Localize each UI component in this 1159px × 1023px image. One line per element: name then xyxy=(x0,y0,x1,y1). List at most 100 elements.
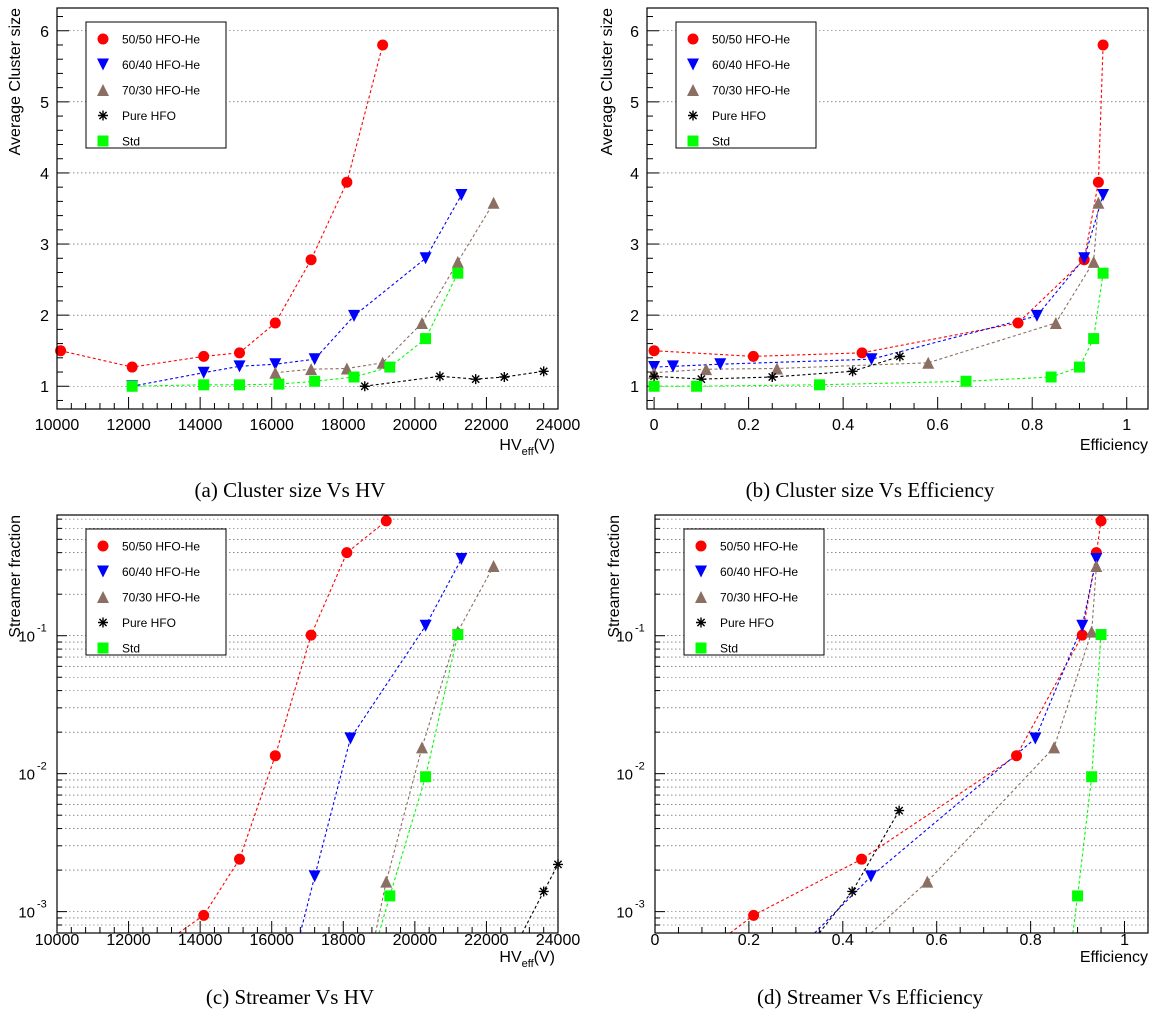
data-point-pure-hfo xyxy=(649,371,660,382)
legend-label: 70/30 HFO-He xyxy=(720,591,798,605)
data-point-50-50-hfo-he xyxy=(55,345,67,357)
y-tick-exponent: -1 xyxy=(635,623,645,635)
data-point-70-30-hfo-he xyxy=(487,560,500,573)
y-tick-exponent: -2 xyxy=(635,761,645,773)
x-tick-label: 18000 xyxy=(321,417,366,434)
data-point-70-30-hfo-he xyxy=(269,366,282,379)
legend-box xyxy=(85,528,227,656)
caption-a: (a) Cluster size Vs HV xyxy=(194,478,386,502)
y-tick-label: 2 xyxy=(630,308,639,325)
data-point-pure-hfo xyxy=(499,372,510,383)
data-point-std xyxy=(960,375,972,387)
data-point-60-40-hfo-he xyxy=(864,870,877,883)
legend-label: 50/50 HFO-He xyxy=(122,33,200,47)
data-point-std xyxy=(1088,333,1100,345)
caption-b: (b) Cluster size Vs Efficiency xyxy=(745,478,995,502)
data-point-50-50-hfo-he xyxy=(1097,39,1109,51)
series-line-70-30-hfo-he xyxy=(870,565,1097,934)
series-line-70-30-hfo-he xyxy=(374,565,495,934)
data-point-60-40-hfo-he xyxy=(1090,552,1103,565)
x-tick-label: 24000 xyxy=(536,932,581,949)
legend-marker-70-30-hfo-he xyxy=(97,84,109,96)
data-point-50-50-hfo-he xyxy=(269,750,281,762)
data-point-70-30-hfo-he xyxy=(1087,255,1100,268)
data-point-60-40-hfo-he xyxy=(348,309,361,322)
x-tick-label: 22000 xyxy=(464,417,509,434)
y-axis-label: Average Cluster size xyxy=(599,8,616,155)
series-line-pure-hfo xyxy=(818,810,900,934)
legend-label: 60/40 HFO-He xyxy=(720,565,798,579)
series-line-50-50-hfo-he xyxy=(60,44,384,368)
data-point-50-50-hfo-he xyxy=(305,629,317,641)
data-point-50-50-hfo-he xyxy=(1076,629,1088,641)
data-point-std xyxy=(1045,371,1057,383)
legend-marker-pure-hfo xyxy=(98,110,108,121)
plot-frame xyxy=(646,7,1149,410)
data-point-50-50-hfo-he xyxy=(234,853,246,865)
data-point-50-50-hfo-he xyxy=(126,361,138,373)
series-line-60-40-hfo-he xyxy=(131,194,462,387)
x-axis-label-unit: (V) xyxy=(534,949,555,966)
y-tick-label: 6 xyxy=(630,24,639,41)
data-point-60-40-hfo-he xyxy=(455,552,468,565)
data-point-50-50-hfo-he xyxy=(380,515,392,527)
data-point-50-50-hfo-he xyxy=(1092,176,1104,188)
data-point-70-30-hfo-he xyxy=(1090,560,1103,573)
data-point-50-50-hfo-he xyxy=(856,853,868,865)
x-tick-label: 0 xyxy=(650,417,659,434)
data-point-60-40-hfo-he xyxy=(419,252,432,265)
x-axis-label-sub: eff xyxy=(522,446,535,458)
data-point-std xyxy=(198,379,210,391)
data-point-pure-hfo xyxy=(767,372,778,383)
data-point-pure-hfo xyxy=(538,886,549,897)
series-line-std xyxy=(1072,634,1102,934)
series-line-60-40-hfo-he xyxy=(299,558,462,934)
data-point-50-50-hfo-he xyxy=(1011,750,1023,762)
data-point-60-40-hfo-he xyxy=(1076,619,1089,632)
x-tick-label: 22000 xyxy=(464,932,509,949)
data-point-std xyxy=(452,629,464,641)
legend-marker-70-30-hfo-he xyxy=(695,591,707,603)
legend-marker-70-30-hfo-he xyxy=(687,84,699,96)
data-point-70-30-hfo-he xyxy=(416,316,429,329)
data-point-50-50-hfo-he xyxy=(748,909,760,921)
x-axis-label-unit: (V) xyxy=(534,437,555,454)
legend-marker-pure-hfo xyxy=(696,617,706,628)
series-line-std xyxy=(132,272,459,387)
legend-marker-50-50-hfo-he xyxy=(97,33,109,45)
y-tick-label: 5 xyxy=(40,95,49,112)
legend-label: Pure HFO xyxy=(122,616,176,630)
data-point-50-50-hfo-he xyxy=(198,350,210,362)
x-tick-label: 0.2 xyxy=(738,932,760,949)
data-point-60-40-hfo-he xyxy=(308,870,321,883)
data-point-70-30-hfo-he xyxy=(1049,316,1062,329)
series-line-pure-hfo xyxy=(364,370,544,387)
data-point-70-30-hfo-he xyxy=(1085,625,1098,638)
y-tick-exponent: -1 xyxy=(37,623,47,635)
data-point-60-40-hfo-he xyxy=(1078,252,1091,265)
data-point-60-40-hfo-he xyxy=(197,366,210,379)
data-point-pure-hfo xyxy=(696,374,707,385)
data-point-pure-hfo xyxy=(847,886,858,897)
data-point-60-40-hfo-he xyxy=(269,358,282,371)
x-tick-label: 0.6 xyxy=(927,417,949,434)
x-axis-label-sub: eff xyxy=(522,958,535,970)
data-point-std xyxy=(1073,361,1085,373)
data-point-pure-hfo xyxy=(538,366,549,377)
x-tick-label: 0.4 xyxy=(832,417,854,434)
x-tick-label: 0.8 xyxy=(1021,417,1043,434)
data-point-std xyxy=(273,378,285,390)
data-point-pure-hfo xyxy=(434,371,445,382)
data-point-std xyxy=(384,361,396,373)
legend-marker-60-40-hfo-he xyxy=(97,58,109,71)
legend-marker-pure-hfo xyxy=(98,617,108,628)
y-axis-label: Streamer fraction xyxy=(606,515,623,638)
data-point-50-50-hfo-he xyxy=(269,317,281,329)
series-line-pure-hfo xyxy=(521,864,559,934)
data-point-50-50-hfo-he xyxy=(198,909,210,921)
data-point-std xyxy=(1097,267,1109,279)
x-tick-label: 20000 xyxy=(393,932,438,949)
data-point-50-50-hfo-he xyxy=(747,350,759,362)
x-tick-label: 0.6 xyxy=(926,932,948,949)
